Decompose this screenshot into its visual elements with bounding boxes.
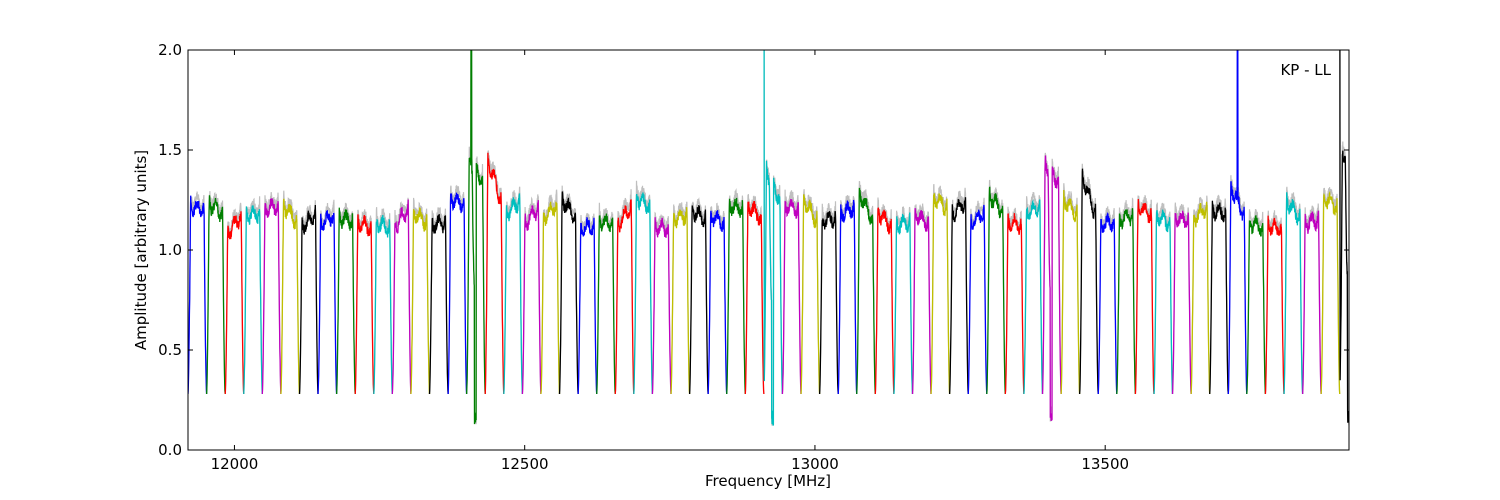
x-axis-label: Frequency [MHz] — [705, 472, 831, 490]
channel-trace-48 — [1060, 189, 1081, 395]
channel-trace-17 — [484, 152, 505, 395]
channel-trace-16 — [465, 50, 486, 425]
channel-trace-62 — [1320, 190, 1341, 395]
channel-trace-3 — [224, 211, 245, 395]
channel-trace-36 — [837, 199, 858, 395]
channel-trace-50 — [1097, 211, 1118, 395]
channel-trace-20 — [540, 201, 561, 395]
y-axis-label: Amplitude [arbitrary units] — [132, 150, 150, 350]
background-trace-63 — [1339, 50, 1349, 427]
channel-trace-45 — [1004, 213, 1025, 395]
channel-trace-5 — [261, 198, 282, 395]
channel-trace-33 — [781, 198, 802, 395]
channel-trace-12 — [391, 199, 412, 395]
axis-ticks: 12000 12500 13000 13500 0.0 0.5 1.0 1.5 2.0 — [158, 41, 1349, 473]
background-trace-17 — [484, 150, 505, 395]
chart-annotation: KP - LL — [1280, 61, 1331, 79]
y-tick-label: 2.0 — [158, 41, 182, 59]
channel-trace-49 — [1078, 168, 1099, 395]
channel-trace-60 — [1283, 192, 1304, 395]
channel-trace-23 — [596, 213, 616, 395]
x-tick-label: 13500 — [1081, 455, 1129, 473]
channel-trace-13 — [410, 207, 431, 395]
channel-traces — [188, 50, 1349, 427]
channel-trace-41 — [930, 193, 951, 395]
channel-trace-39 — [893, 212, 914, 395]
channel-trace-28 — [688, 205, 709, 395]
channel-trace-29 — [707, 210, 728, 395]
channel-trace-18 — [503, 192, 524, 395]
background-trace-42 — [949, 187, 969, 395]
channel-trace-14 — [428, 214, 449, 395]
channel-trace-11 — [373, 214, 393, 395]
y-tick-label: 0.5 — [158, 341, 182, 359]
background-trace-23 — [596, 202, 616, 395]
background-trace-19 — [521, 194, 542, 395]
channel-trace-15 — [447, 192, 468, 395]
channel-trace-56 — [1209, 200, 1229, 395]
channel-trace-27 — [670, 207, 691, 395]
background-trace-33 — [781, 189, 802, 395]
channel-trace-6 — [280, 198, 301, 395]
channel-trace-38 — [874, 207, 895, 395]
channel-trace-51 — [1116, 208, 1137, 395]
channel-trace-54 — [1171, 210, 1192, 395]
channel-trace-46 — [1023, 199, 1044, 395]
channel-trace-44 — [986, 186, 1006, 395]
background-trace-46 — [1023, 191, 1044, 395]
channel-trace-22 — [577, 216, 598, 395]
channel-trace-59 — [1264, 215, 1285, 395]
channel-trace-52 — [1134, 198, 1155, 395]
channel-trace-25 — [633, 192, 654, 395]
channel-trace-19 — [521, 200, 542, 395]
channel-trace-26 — [651, 217, 672, 395]
x-tick-label: 12500 — [501, 455, 549, 473]
channel-trace-7 — [298, 204, 319, 395]
channel-trace-10 — [354, 214, 375, 395]
channel-trace-34 — [800, 194, 821, 395]
y-tick-label: 0.0 — [158, 441, 182, 459]
y-tick-label: 1.0 — [158, 241, 182, 259]
channel-trace-8 — [317, 210, 338, 395]
channel-trace-55 — [1190, 201, 1211, 395]
channel-trace-1 — [188, 195, 208, 395]
channel-trace-63 — [1339, 50, 1349, 423]
channel-trace-47 — [1041, 155, 1062, 422]
channel-trace-2 — [205, 195, 226, 395]
channel-trace-42 — [948, 197, 969, 395]
channel-trace-31 — [744, 201, 765, 395]
background-trace-54 — [1171, 202, 1192, 395]
channel-trace-24 — [614, 199, 635, 395]
channel-trace-57 — [1227, 50, 1248, 395]
channel-trace-4 — [243, 205, 263, 395]
channel-trace-43 — [967, 204, 988, 395]
x-tick-label: 12000 — [211, 455, 259, 473]
channel-trace-32 — [763, 50, 784, 426]
channel-trace-40 — [911, 208, 932, 395]
channel-trace-58 — [1246, 215, 1267, 395]
channel-trace-30 — [726, 197, 746, 395]
channel-trace-9 — [335, 207, 356, 395]
background-trace-13 — [410, 197, 431, 395]
x-tick-label: 13000 — [791, 455, 839, 473]
channel-trace-53 — [1153, 209, 1174, 395]
channel-trace-21 — [558, 191, 579, 395]
channel-trace-35 — [818, 210, 839, 395]
channel-trace-37 — [856, 187, 876, 395]
y-tick-label: 1.5 — [158, 141, 182, 159]
background-trace-31 — [744, 194, 765, 395]
channel-trace-61 — [1301, 210, 1322, 395]
